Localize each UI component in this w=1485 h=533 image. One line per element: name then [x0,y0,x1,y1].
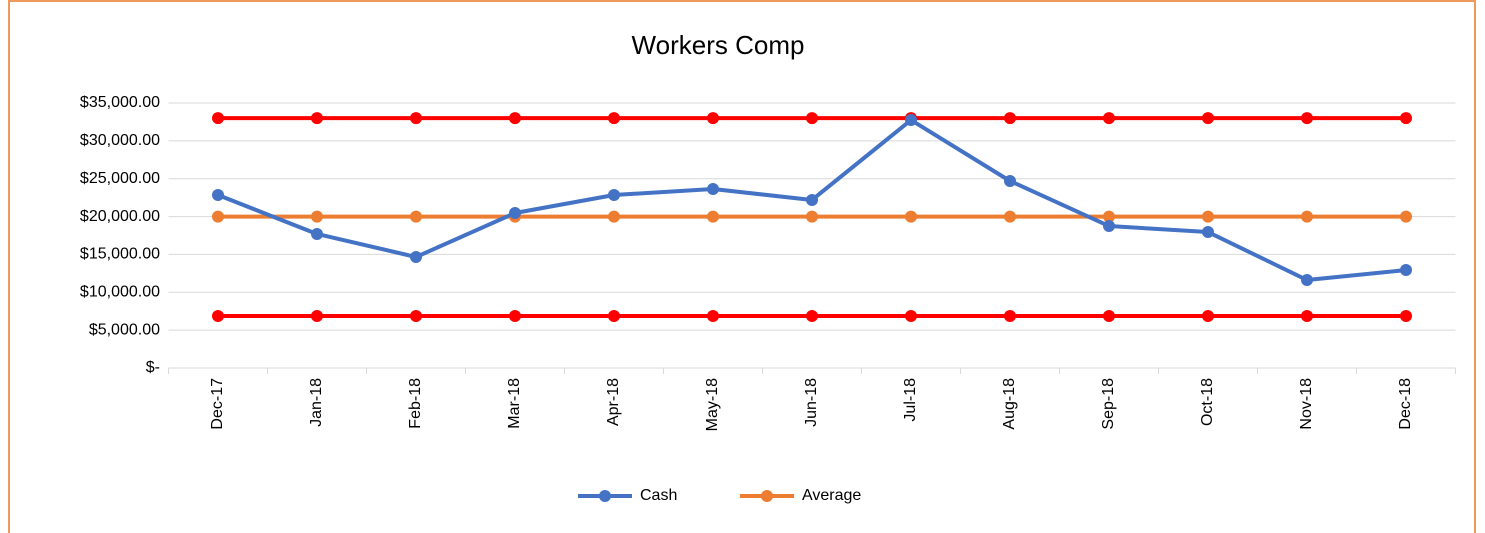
data-point [212,210,224,223]
legend-label: Cash [640,487,677,504]
data-point [1004,112,1016,125]
data-point [509,112,521,125]
data-point [707,183,719,196]
data-point [1301,309,1313,322]
data-point [410,112,422,125]
data-point [1400,309,1412,322]
data-point [1004,174,1016,187]
legend-marker [599,490,611,502]
data-point [1202,309,1214,322]
data-point [1103,112,1115,125]
chart-title: Workers Comp [632,30,805,60]
data-point [212,188,224,201]
data-point [707,210,719,223]
data-point [905,210,917,223]
data-point [1202,226,1214,239]
data-point [608,112,620,125]
data-point [1004,210,1016,223]
data-point [806,309,818,322]
data-point [806,112,818,125]
data-point [1103,309,1115,322]
x-tick-label: Jan-18 [308,378,325,427]
data-point [1103,220,1115,233]
y-tick-label: $20,000.00 [80,208,160,225]
data-point [608,210,620,223]
data-point [1202,210,1214,223]
data-point [1400,210,1412,223]
data-point [509,309,521,322]
data-point [1103,210,1115,223]
legend-label: Average [802,487,861,504]
data-point [1301,274,1313,287]
x-tick-label: Nov-18 [1298,378,1315,430]
x-tick-label: Mar-18 [506,378,523,429]
data-point [410,251,422,264]
data-point [1400,112,1412,125]
data-point [212,309,224,322]
data-point [1301,210,1313,223]
x-tick-label: Feb-18 [407,378,424,429]
y-tick-label: $25,000.00 [80,170,160,187]
data-point [311,227,323,240]
data-point [1301,112,1313,125]
data-point [410,309,422,322]
data-point [608,188,620,201]
x-tick-label: Dec-17 [209,378,226,430]
data-point [410,210,422,223]
data-point [1400,264,1412,277]
data-point [212,112,224,125]
x-tick-label: Oct-18 [1199,378,1216,426]
y-tick-label: $30,000.00 [80,132,160,149]
data-point [311,112,323,125]
data-point [1004,309,1016,322]
y-tick-label: $- [146,359,160,376]
data-point [707,112,719,125]
x-tick-label: Jul-18 [902,378,919,422]
y-tick-label: $35,000.00 [80,94,160,111]
data-point [905,114,917,127]
data-point [707,309,719,322]
x-tick-label: May-18 [704,378,721,431]
data-point [806,210,818,223]
legend-marker [761,490,773,502]
data-point [1202,112,1214,125]
data-point [806,193,818,206]
x-tick-label: Jun-18 [803,378,820,427]
data-point [311,210,323,223]
data-point [509,207,521,220]
x-tick-label: Apr-18 [605,378,622,426]
x-tick-label: Aug-18 [1001,378,1018,430]
y-tick-label: $5,000.00 [89,321,160,338]
y-tick-label: $10,000.00 [80,284,160,301]
y-tick-label: $15,000.00 [80,246,160,263]
chart-frame [8,0,1476,533]
data-point [905,309,917,322]
x-tick-label: Sep-18 [1100,378,1117,430]
data-point [311,309,323,322]
x-tick-label: Dec-18 [1397,378,1414,430]
data-point [608,309,620,322]
